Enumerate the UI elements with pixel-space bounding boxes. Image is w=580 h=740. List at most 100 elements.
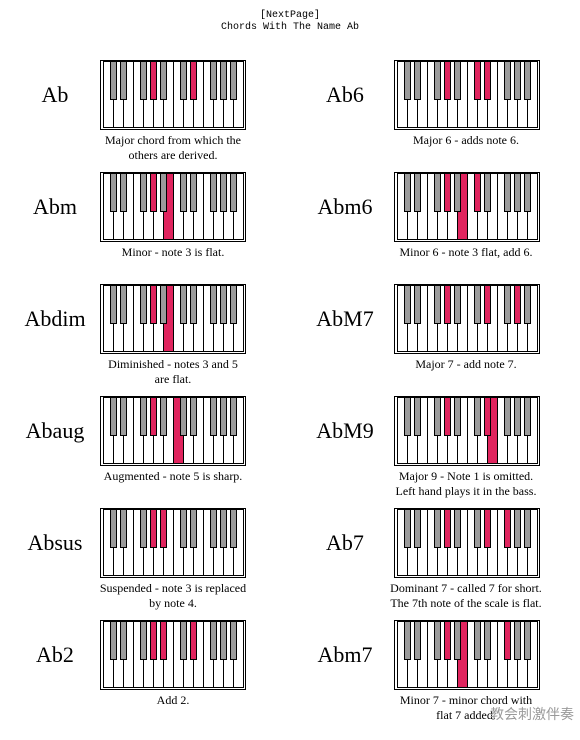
black-key-highlighted bbox=[444, 173, 451, 212]
black-key bbox=[504, 397, 511, 436]
black-key bbox=[434, 173, 441, 212]
black-key bbox=[230, 285, 237, 324]
black-key bbox=[434, 285, 441, 324]
chord-block: Abm7 Minor 7 - minor chord with flat 7 add… bbox=[0, 620, 540, 730]
black-key bbox=[210, 621, 217, 660]
black-key-highlighted bbox=[444, 61, 451, 100]
black-key bbox=[414, 509, 421, 548]
black-key-highlighted bbox=[484, 509, 491, 548]
black-key bbox=[210, 397, 217, 436]
black-key bbox=[210, 173, 217, 212]
black-key bbox=[120, 173, 127, 212]
chord-block: Abdim Diminished - notes 3 and 5 are flat. bbox=[0, 284, 290, 394]
keyboard-svg bbox=[394, 396, 540, 466]
black-key bbox=[220, 285, 227, 324]
chord-description: Dominant 7 - called 7 for short. The 7th … bbox=[371, 581, 561, 611]
black-key bbox=[140, 509, 147, 548]
black-key-highlighted bbox=[484, 397, 491, 436]
description-line: Diminished - notes 3 and 5 bbox=[108, 357, 238, 371]
chord-name: Ab bbox=[41, 82, 69, 107]
black-key bbox=[474, 621, 481, 660]
chord-description: Major chord from which the others are der… bbox=[78, 133, 268, 163]
black-key bbox=[220, 397, 227, 436]
chord-description: Diminished - notes 3 and 5 are flat. bbox=[78, 357, 268, 387]
chord-name: Abm6 bbox=[317, 194, 373, 219]
black-key bbox=[414, 285, 421, 324]
chord-name: Abm bbox=[33, 194, 77, 219]
chord-description: Major 7 - add note 7. bbox=[371, 357, 561, 372]
black-key bbox=[110, 61, 117, 100]
black-key bbox=[120, 61, 127, 100]
chord-block: Ab Major chord from which the others are d… bbox=[0, 60, 290, 170]
black-key-highlighted bbox=[514, 285, 521, 324]
black-key bbox=[110, 621, 117, 660]
black-key bbox=[474, 509, 481, 548]
description-line: Add 2. bbox=[156, 693, 190, 707]
keyboard-diagram bbox=[100, 396, 246, 466]
black-key bbox=[140, 173, 147, 212]
black-key bbox=[140, 285, 147, 324]
description-line: flat 7 added. bbox=[436, 708, 496, 722]
description-line: others are derived. bbox=[128, 148, 218, 162]
black-key-highlighted bbox=[484, 61, 491, 100]
keyboard-diagram bbox=[100, 172, 246, 242]
keyboard-svg bbox=[394, 620, 540, 690]
black-key bbox=[230, 173, 237, 212]
next-page-link[interactable]: [NextPage] bbox=[259, 10, 320, 21]
black-key bbox=[140, 61, 147, 100]
black-key bbox=[454, 61, 461, 100]
black-key bbox=[514, 173, 521, 212]
keyboard-svg bbox=[100, 396, 246, 466]
black-key bbox=[524, 509, 531, 548]
black-key bbox=[404, 397, 411, 436]
black-key bbox=[514, 621, 521, 660]
black-key-highlighted bbox=[150, 509, 157, 548]
chord-name: AbM9 bbox=[316, 418, 374, 443]
keyboard-diagram bbox=[100, 508, 246, 578]
black-key bbox=[180, 285, 187, 324]
chord-name: AbM7 bbox=[316, 306, 374, 331]
chord-name: Ab2 bbox=[36, 642, 74, 667]
black-key bbox=[180, 173, 187, 212]
black-key bbox=[180, 61, 187, 100]
chord-description: Minor 7 - minor chord with flat 7 added. bbox=[371, 693, 561, 723]
description-line: are flat. bbox=[154, 372, 192, 386]
black-key bbox=[514, 509, 521, 548]
black-key bbox=[514, 397, 521, 436]
black-key bbox=[110, 285, 117, 324]
black-key bbox=[434, 61, 441, 100]
black-key bbox=[474, 285, 481, 324]
chord-name: Ab7 bbox=[326, 530, 364, 555]
chord-name: Ab6 bbox=[326, 82, 364, 107]
black-key bbox=[190, 509, 197, 548]
black-key bbox=[524, 285, 531, 324]
chord-block: Ab6 Major 6 - adds note 6. bbox=[0, 60, 540, 170]
black-key bbox=[414, 397, 421, 436]
black-key bbox=[504, 285, 511, 324]
black-key bbox=[404, 509, 411, 548]
black-key bbox=[404, 285, 411, 324]
black-key-highlighted bbox=[444, 397, 451, 436]
black-key bbox=[180, 509, 187, 548]
keyboard-svg bbox=[394, 284, 540, 354]
keyboard-diagram bbox=[100, 60, 246, 130]
black-key bbox=[404, 621, 411, 660]
black-key bbox=[524, 173, 531, 212]
black-key bbox=[120, 285, 127, 324]
black-key bbox=[434, 509, 441, 548]
black-key-highlighted bbox=[474, 173, 481, 212]
chord-block: Ab2 Add 2. bbox=[0, 620, 290, 730]
description-line: by note 4. bbox=[149, 596, 197, 610]
black-key-highlighted bbox=[474, 61, 481, 100]
black-key bbox=[230, 621, 237, 660]
chord-description: Minor 6 - note 3 flat, add 6. bbox=[371, 245, 561, 260]
black-key bbox=[454, 397, 461, 436]
black-key-highlighted bbox=[444, 509, 451, 548]
black-key bbox=[180, 397, 187, 436]
black-key bbox=[230, 509, 237, 548]
description-line: Minor 7 - minor chord with bbox=[399, 693, 533, 707]
black-key bbox=[504, 173, 511, 212]
black-key-highlighted bbox=[150, 173, 157, 212]
black-key bbox=[514, 61, 521, 100]
chord-description: Major 6 - adds note 6. bbox=[371, 133, 561, 148]
